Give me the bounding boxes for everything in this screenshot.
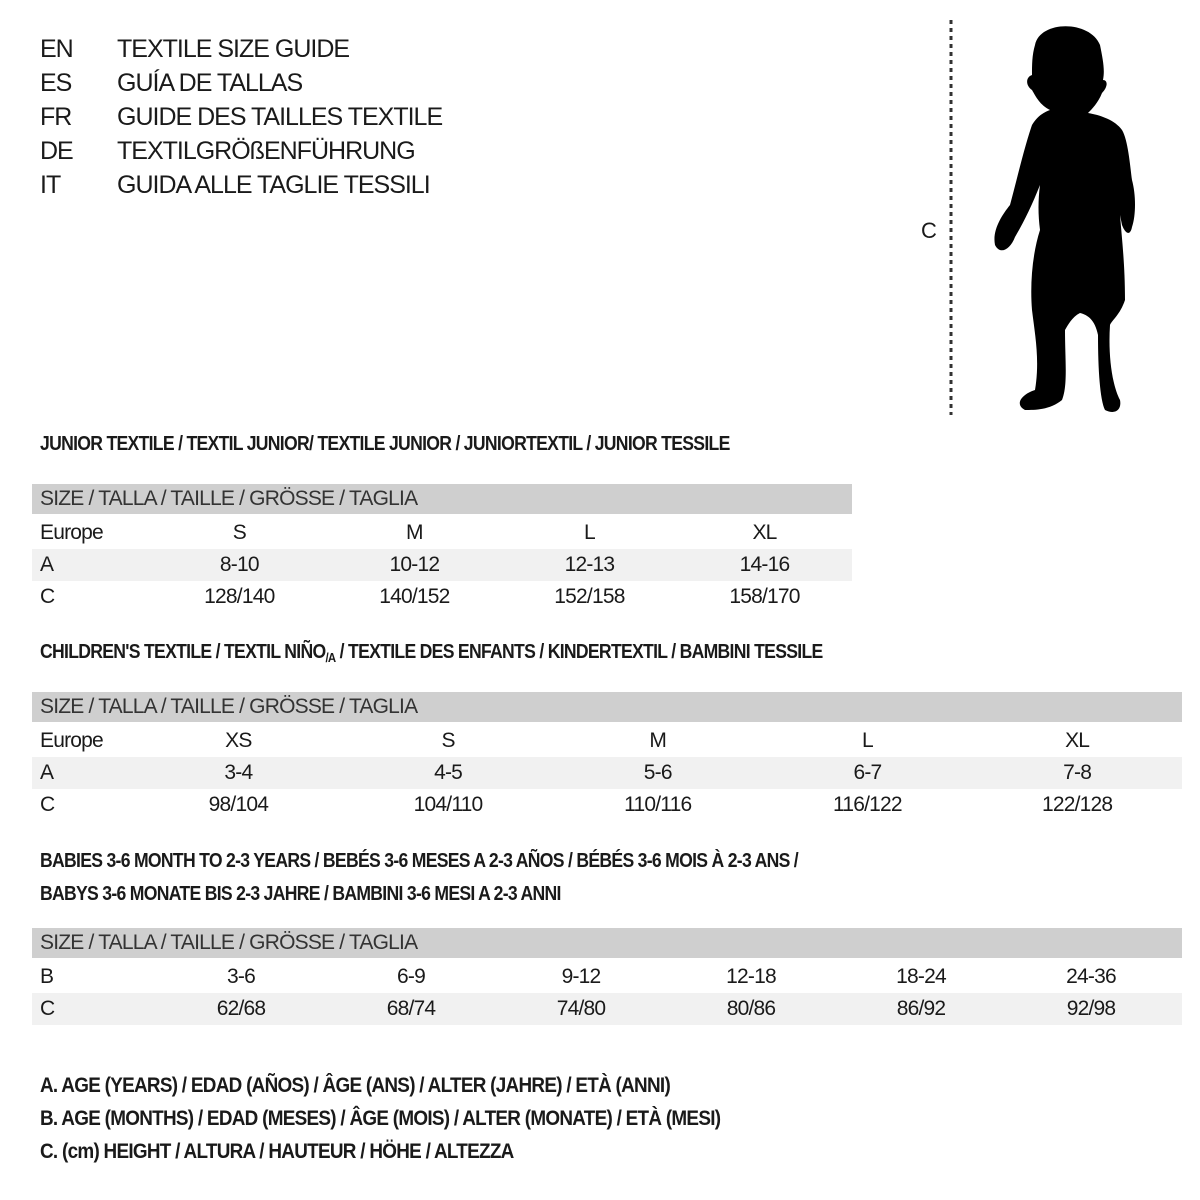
table-cell: 80/86	[726, 997, 776, 1020]
row-label: C	[40, 793, 55, 816]
table-row: Europe XS S M L XL	[32, 725, 1182, 757]
table-cell: L	[583, 521, 596, 544]
table-cell: 122/128	[1041, 793, 1113, 816]
table-cell: M	[649, 729, 667, 752]
children-section-title: CHILDREN'S TEXTILE / TEXTIL NIÑO/A / TEX…	[40, 641, 823, 665]
row-label: Europe	[40, 521, 104, 544]
row-label: Europe	[40, 729, 104, 752]
table-row: C 98/104 104/110 110/116 116/122 122/128	[32, 789, 1182, 821]
table-cell: 18-24	[896, 965, 947, 988]
legend-a: A. AGE (YEARS) / EDAD (AÑOS) / ÂGE (ANS)…	[40, 1074, 671, 1097]
table-cell: 4-5	[434, 761, 463, 784]
junior-section-title: JUNIOR TEXTILE / TEXTIL JUNIOR/ TEXTILE …	[40, 433, 730, 455]
measure-label: C	[921, 218, 937, 243]
table-row: C 62/68 68/74 74/80 80/86 86/92 92/98	[32, 993, 1182, 1025]
table-row: A 3-4 4-5 5-6 6-7 7-8	[32, 757, 1182, 789]
table-row: C 128/140 140/152 152/158 158/170	[32, 581, 852, 613]
table-cell: 152/158	[554, 585, 625, 608]
table-header: SIZE / TALLA / TAILLE / GRÖSSE / TAGLIA	[32, 692, 1182, 722]
table-cell: 5-6	[643, 761, 673, 784]
table-cell: 7-8	[1063, 761, 1092, 784]
title-it: IT GUIDA ALLE TAGLIE TESSILI	[40, 171, 431, 199]
table-row: Europe S M L XL	[32, 517, 852, 549]
table-cell: 98/104	[208, 793, 269, 816]
table-cell: 8-10	[219, 553, 260, 576]
table-cell: 62/68	[216, 997, 266, 1020]
table-cell: XL	[1065, 729, 1090, 752]
table-row: A 8-10 10-12 12-13 14-16	[32, 549, 852, 581]
babies-section-title-line2: BABYS 3-6 MONATE BIS 2-3 JAHRE / BAMBINI…	[40, 883, 561, 905]
row-label: C	[40, 585, 55, 608]
table-cell: 92/98	[1066, 997, 1116, 1020]
legend: A. AGE (YEARS) / EDAD (AÑOS) / ÂGE (ANS)…	[40, 1069, 721, 1168]
table-header: SIZE / TALLA / TAILLE / GRÖSSE / TAGLIA	[32, 928, 1182, 958]
table-cell: 68/74	[386, 997, 436, 1020]
table-cell: 12-18	[726, 965, 777, 988]
table-cell: 9-12	[561, 965, 602, 988]
row-label: B	[40, 965, 54, 988]
junior-size-table: SIZE / TALLA / TAILLE / GRÖSSE / TAGLIA …	[32, 484, 852, 613]
table-cell: 104/110	[413, 793, 484, 816]
table-cell: 10-12	[389, 553, 441, 576]
title-list: EN TEXTILE SIZE GUIDE ES GUÍA DE TALLAS FR…	[40, 32, 443, 202]
legend-c: C. (cm) HEIGHT / ALTURA / HAUTEUR / HÖHE…	[40, 1140, 514, 1163]
table-cell: 6-7	[853, 761, 882, 784]
child-silhouette-icon	[949, 20, 1135, 415]
title-es: ES GUÍA DE TALLAS	[40, 69, 303, 97]
table-cell: 128/140	[204, 585, 275, 608]
title-en: EN TEXTILE SIZE GUIDE	[40, 35, 350, 63]
table-cell: M	[406, 521, 424, 544]
row-label: A	[40, 761, 54, 784]
table-cell: 86/92	[896, 997, 946, 1020]
table-cell: 14-16	[739, 553, 791, 576]
table-cell: XL	[752, 521, 777, 544]
table-cell: S	[232, 521, 247, 544]
babies-section-title-line1: BABIES 3-6 MONTH TO 2-3 YEARS / BEBÉS 3-…	[40, 850, 799, 872]
table-header: SIZE / TALLA / TAILLE / GRÖSSE / TAGLIA	[32, 484, 852, 514]
table-cell: L	[861, 729, 874, 752]
table-cell: 110/116	[624, 793, 692, 816]
table-cell: XS	[225, 729, 252, 752]
row-label: A	[40, 553, 54, 576]
title-fr: FR GUIDE DES TAILLES TEXTILE	[40, 103, 443, 131]
table-cell: 24-36	[1066, 965, 1117, 988]
table-cell: S	[441, 729, 455, 752]
table-cell: 12-13	[564, 553, 616, 576]
legend-b: B. AGE (MONTHS) / EDAD (MESES) / ÂGE (MO…	[40, 1107, 721, 1130]
table-cell: 74/80	[556, 997, 606, 1020]
row-label: C	[40, 997, 55, 1020]
babies-size-table: SIZE / TALLA / TAILLE / GRÖSSE / TAGLIA …	[32, 928, 1182, 1025]
table-cell: 3-6	[227, 965, 256, 988]
table-cell: 3-4	[224, 761, 253, 784]
table-cell: 116/122	[833, 793, 903, 816]
table-cell: 6-9	[397, 965, 426, 988]
title-de: DE TEXTILGRÖßENFÜHRUNG	[40, 137, 416, 165]
children-size-table: SIZE / TALLA / TAILLE / GRÖSSE / TAGLIA …	[32, 692, 1182, 821]
table-cell: 158/170	[729, 585, 800, 608]
table-cell: 140/152	[379, 585, 450, 608]
table-row: B 3-6 6-9 9-12 12-18 18-24 24-36	[32, 961, 1182, 993]
